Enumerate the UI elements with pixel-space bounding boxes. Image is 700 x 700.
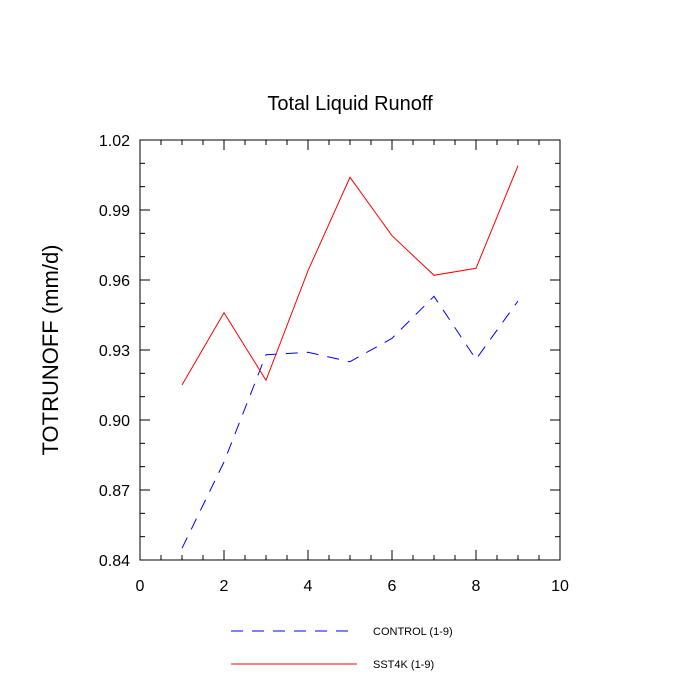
y-tick-label: 0.90	[99, 413, 130, 430]
y-tick-label: 0.93	[99, 343, 130, 360]
series-group	[181, 165, 519, 549]
x-tick-label: 6	[388, 578, 397, 595]
y-tick-label: 0.84	[99, 553, 130, 570]
legend-label-sst4k: SST4K (1-9)	[373, 659, 434, 671]
series-line-sst4k	[181, 165, 519, 386]
axes-group: 0 2 4 6 8 10 0.84 0.87 0.90 0.93 0.96 0.99 1.02	[99, 133, 569, 595]
chart-title: Total Liquid Runoff	[267, 93, 433, 115]
legend: CONTROL (1-9) SST4K (1-9)	[231, 626, 453, 671]
x-tick-label: 4	[304, 578, 313, 595]
x-tick-label: 0	[136, 578, 145, 595]
series-line-control	[181, 295, 519, 549]
y-tick-label: 0.96	[99, 273, 130, 290]
y-axis-label: TOTRUNOFF (mm/d)	[38, 244, 63, 455]
y-tick-label: 0.99	[99, 203, 130, 220]
y-tick-label: 1.02	[99, 133, 130, 150]
y-tick-label: 0.87	[99, 483, 130, 500]
legend-label-control: CONTROL (1-9)	[373, 626, 453, 638]
plot-frame	[139, 139, 561, 561]
x-tick-label: 2	[220, 578, 229, 595]
x-tick-label: 8	[472, 578, 481, 595]
x-tick-label: 10	[551, 578, 569, 595]
